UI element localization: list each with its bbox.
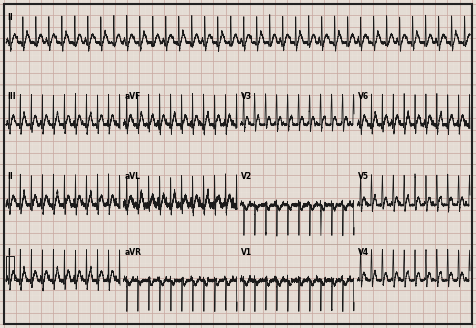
Text: V4: V4: [358, 248, 369, 257]
Text: aVF: aVF: [124, 92, 141, 101]
Text: II: II: [7, 172, 13, 181]
Text: II: II: [7, 13, 13, 22]
Text: V6: V6: [358, 92, 369, 101]
Text: V2: V2: [241, 172, 252, 181]
Text: V1: V1: [241, 248, 252, 257]
Text: I: I: [7, 248, 10, 257]
Text: V3: V3: [241, 92, 252, 101]
Text: aVR: aVR: [124, 248, 141, 257]
Text: V5: V5: [358, 172, 369, 181]
Text: III: III: [7, 92, 16, 101]
Text: aVL: aVL: [124, 172, 140, 181]
